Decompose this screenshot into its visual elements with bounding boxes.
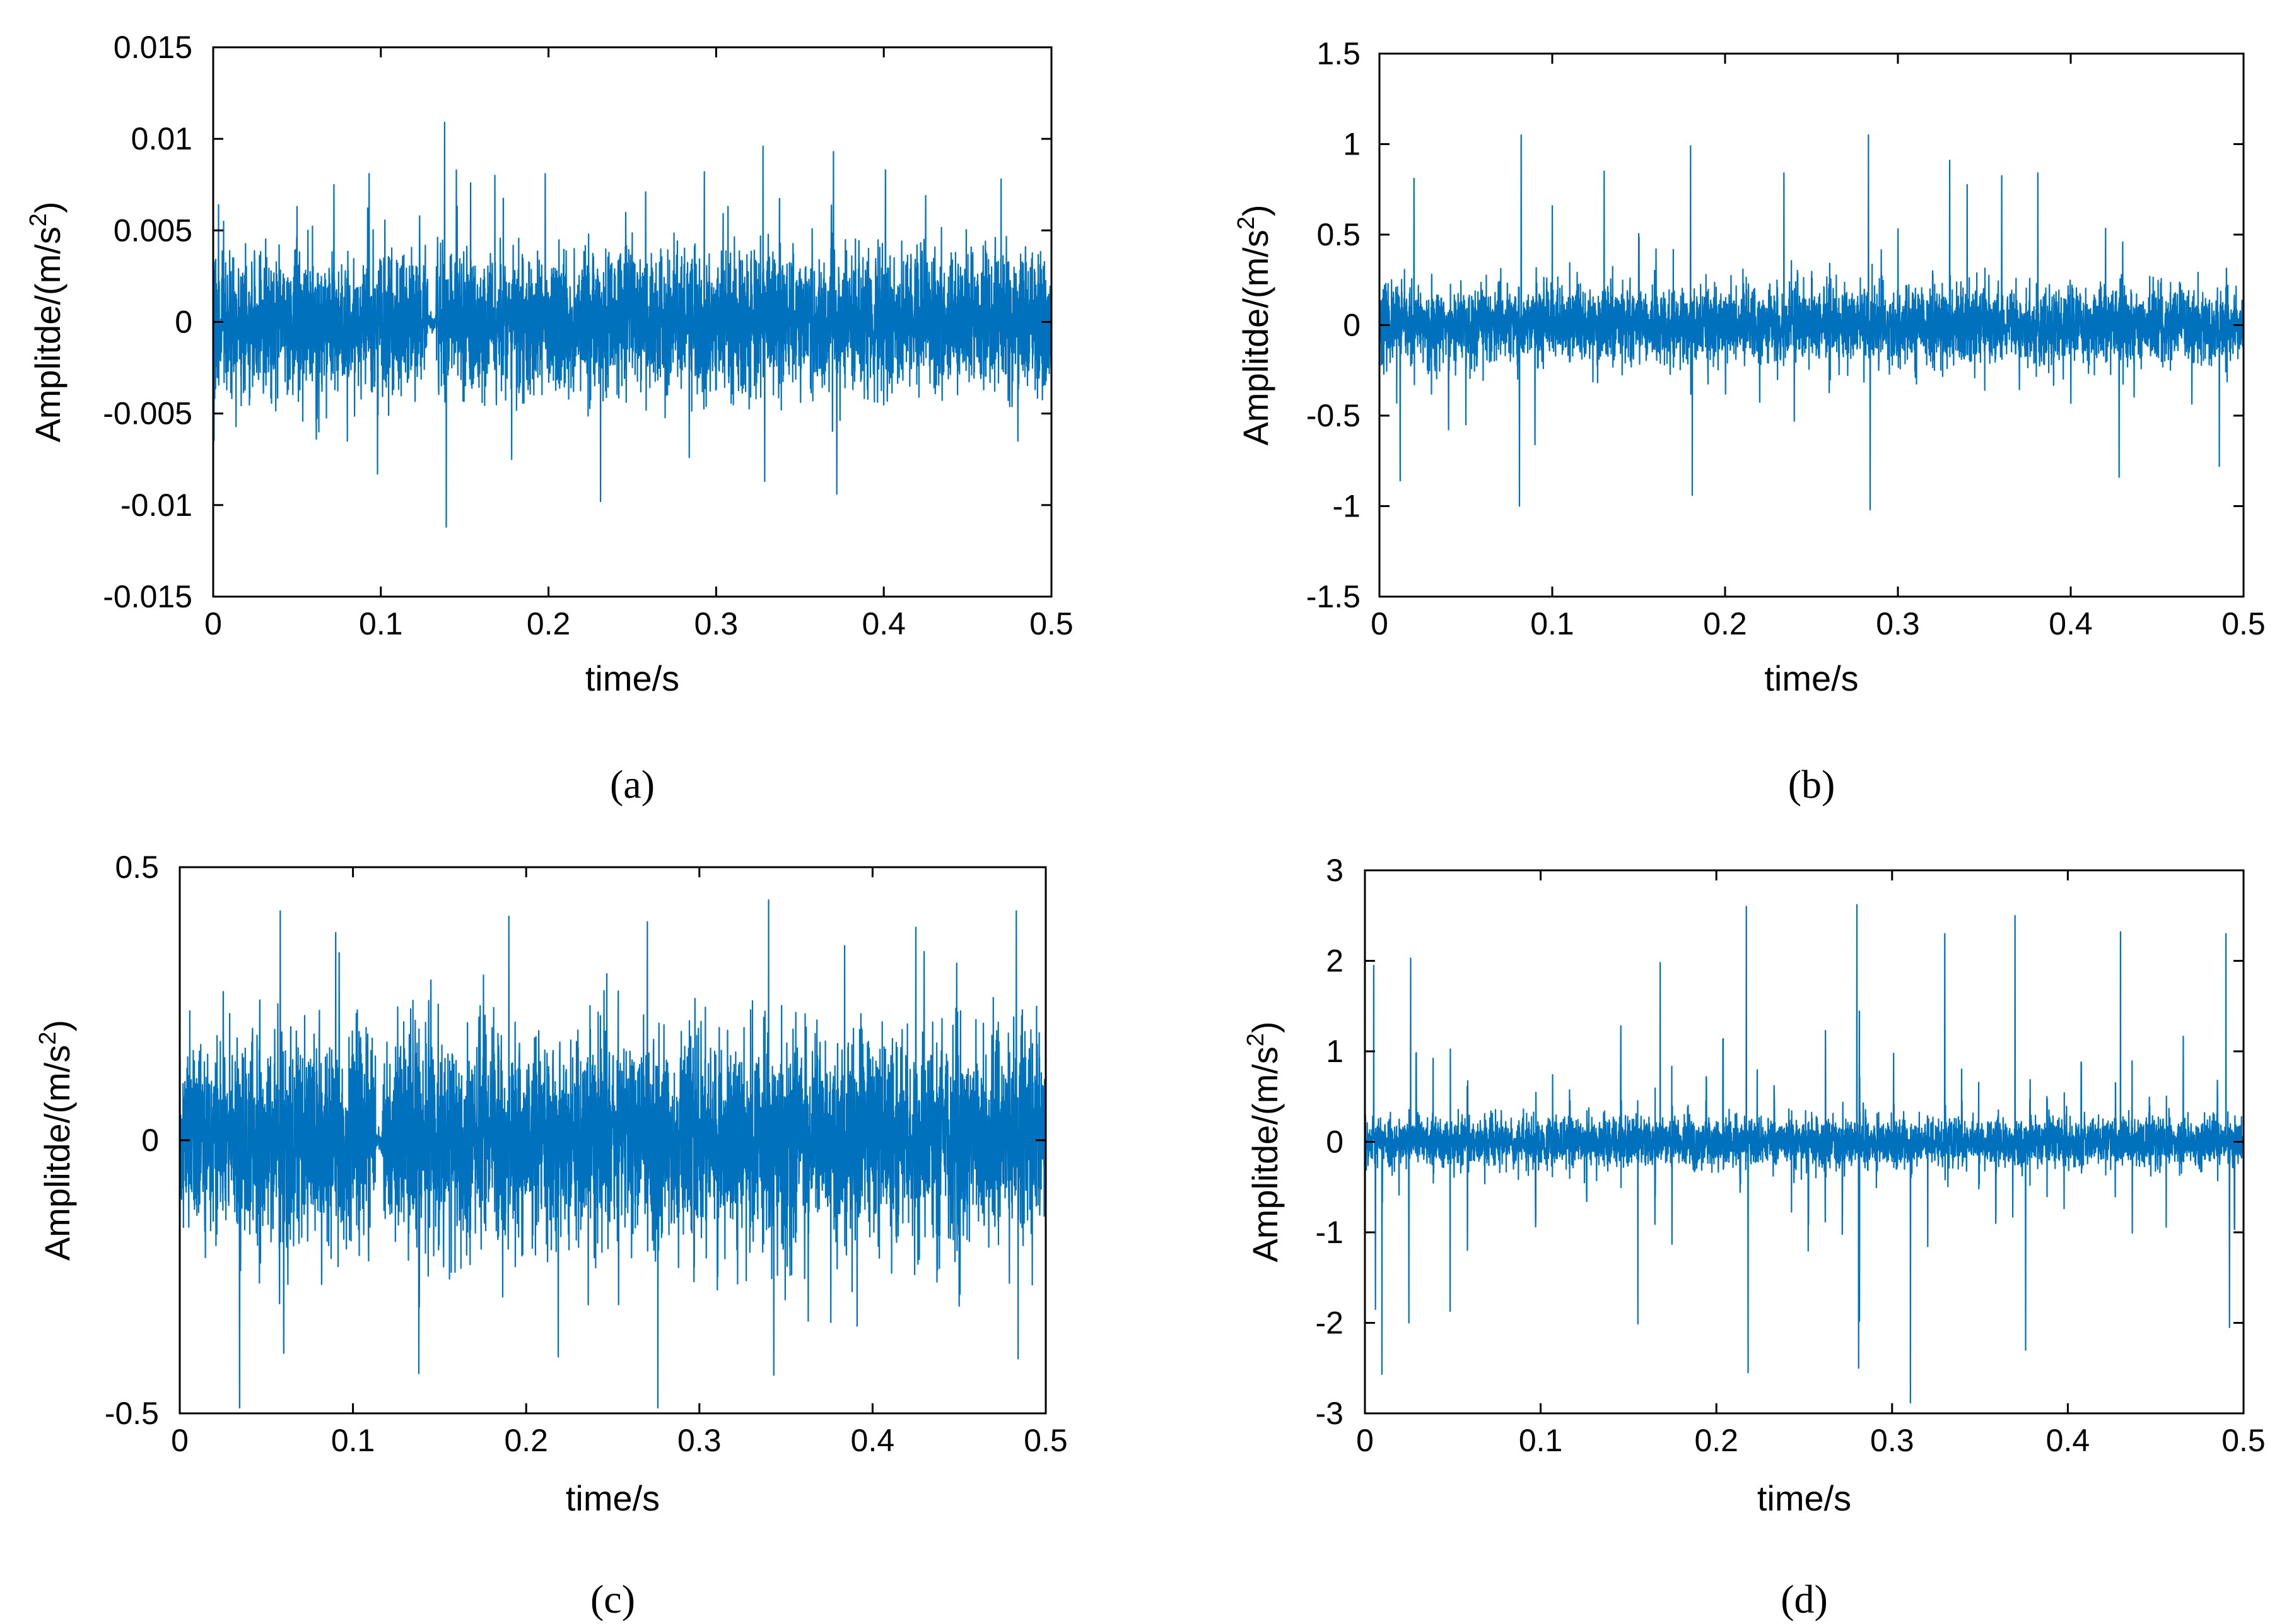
panel-a-ytick-label: -0.005 bbox=[103, 396, 192, 431]
panel-b-xtick-label: 0.5 bbox=[2221, 606, 2266, 641]
panel-d-ytick-label: 0 bbox=[1326, 1125, 1343, 1160]
panel-a-xtick-label: 0.5 bbox=[1029, 606, 1074, 641]
panel-a-xtick-label: 0.3 bbox=[694, 606, 739, 641]
panel-b-x-axis-label: time/s bbox=[1764, 658, 1858, 698]
panel-c-ytick-label: -0.5 bbox=[105, 1396, 159, 1431]
panel-d-xtick-label: 0.4 bbox=[2046, 1423, 2090, 1458]
panel-c-xtick-label: 0 bbox=[171, 1423, 189, 1458]
panel-c-xtick-label: 0.4 bbox=[851, 1423, 895, 1458]
panel-c-xtick-label: 0.3 bbox=[677, 1423, 722, 1458]
panel-d: 0 0.1 0.2 0.3 0.4 0.5 -3 -2 -1 0 1 2 3 time/s Amplit… bbox=[1243, 853, 2266, 1621]
panel-d-xtick-label: 0.2 bbox=[1694, 1423, 1738, 1458]
panel-a-xtick-label: 0.1 bbox=[359, 606, 403, 641]
panel-b-ticks: 0 0.1 0.2 0.3 0.4 0.5 -1.5 -1 -0.5 0 0.5 1 1.5 bbox=[1306, 36, 2266, 641]
panel-c-signal-trace bbox=[178, 899, 1047, 1409]
panel-a-xtick-label: 0.4 bbox=[862, 606, 906, 641]
panel-d-caption: (d) bbox=[1781, 1577, 1828, 1621]
panel-a-ytick-label: -0.015 bbox=[103, 579, 192, 614]
panel-b-caption: (b) bbox=[1788, 762, 1835, 807]
panel-a-ticks: 0 0.1 0.2 0.3 0.4 0.5 -0.015 -0.01 -0.005 0 0.005 0… bbox=[103, 30, 1074, 641]
panel-b-xtick-label: 0.3 bbox=[1876, 606, 1920, 641]
panel-b-xtick-label: 0.1 bbox=[1530, 606, 1574, 641]
panel-c-ytick-label: 0.5 bbox=[115, 850, 159, 885]
panel-c-caption: (c) bbox=[590, 1577, 635, 1621]
panel-d-xtick-label: 0.1 bbox=[1519, 1423, 1563, 1458]
panel-a-xtick-label: 0.2 bbox=[527, 606, 571, 641]
panel-b-ytick-label: -1 bbox=[1333, 489, 1361, 524]
panel-b-ytick-label: 1.5 bbox=[1316, 36, 1361, 71]
panel-d-xtick-label: 0 bbox=[1356, 1423, 1374, 1458]
panel-d-ytick-label: -1 bbox=[1316, 1215, 1343, 1250]
panel-a-xtick-label: 0 bbox=[204, 606, 222, 641]
panel-a-y-axis-label: Amplitde/(m/s2) bbox=[25, 201, 67, 442]
panel-d-ytick-label: 1 bbox=[1326, 1034, 1343, 1069]
panel-d-ticks: 0 0.1 0.2 0.3 0.4 0.5 -3 -2 -1 0 1 2 3 bbox=[1316, 853, 2266, 1458]
panel-a-signal bbox=[212, 121, 1053, 528]
panel-b-ytick-label: -1.5 bbox=[1306, 579, 1361, 614]
panel-a-ytick-label: 0.015 bbox=[114, 30, 192, 65]
panel-a-caption: (a) bbox=[610, 762, 655, 807]
panel-d-y-axis-label: Amplitde/(m/s2) bbox=[1243, 1021, 1285, 1262]
panel-b-xtick-label: 0 bbox=[1371, 606, 1388, 641]
panel-d-ytick-label: -3 bbox=[1316, 1396, 1343, 1431]
panel-c-xtick-label: 0.1 bbox=[331, 1423, 375, 1458]
panel-a-ytick-label: 0 bbox=[175, 305, 192, 340]
panel-d-ytick-label: 2 bbox=[1326, 943, 1343, 979]
panel-b-signal bbox=[1378, 134, 2245, 511]
panel-d-ytick-label: -2 bbox=[1316, 1306, 1343, 1341]
panel-c-signal bbox=[178, 899, 1047, 1409]
panel-b-ytick-label: 0 bbox=[1343, 308, 1361, 343]
panel-c-xtick-label: 0.2 bbox=[504, 1423, 548, 1458]
panel-a-ytick-label: 0.01 bbox=[131, 121, 192, 156]
panel-b-ytick-label: -0.5 bbox=[1306, 398, 1361, 433]
panel-d-signal bbox=[1364, 904, 2245, 1404]
panel-b-y-axis-label: Amplitde/(m/s2) bbox=[1233, 204, 1275, 445]
panel-b-xtick-label: 0.4 bbox=[2049, 606, 2093, 641]
panel-b-signal-trace bbox=[1378, 134, 2245, 511]
panel-c: 0 0.1 0.2 0.3 0.4 0.5 -0.5 0 0.5 time/s Amplitde… bbox=[35, 850, 1068, 1621]
panel-d-signal-trace bbox=[1364, 904, 2245, 1404]
panel-d-x-axis-label: time/s bbox=[1757, 1478, 1851, 1518]
panel-d-ytick-label: 3 bbox=[1326, 853, 1343, 888]
panel-b-ytick-label: 1 bbox=[1343, 127, 1361, 162]
panel-c-y-axis-label: Amplitde/(m/s2) bbox=[35, 1020, 77, 1261]
panel-c-xtick-label: 0.5 bbox=[1024, 1423, 1068, 1458]
panel-c-ticks: 0 0.1 0.2 0.3 0.4 0.5 -0.5 0 0.5 bbox=[105, 850, 1068, 1458]
panel-a-ytick-label: 0.005 bbox=[114, 213, 192, 248]
panel-c-x-axis-label: time/s bbox=[566, 1478, 660, 1518]
panel-b: 0 0.1 0.2 0.3 0.4 0.5 -1.5 -1 -0.5 0 0.5 1 1.5 time/… bbox=[1233, 36, 2266, 807]
panel-a: 0 0.1 0.2 0.3 0.4 0.5 -0.015 -0.01 -0.005 0 0.005 0… bbox=[25, 30, 1074, 807]
panel-b-xtick-label: 0.2 bbox=[1703, 606, 1747, 641]
panel-d-xtick-label: 0.3 bbox=[1870, 1423, 1914, 1458]
panel-d-xtick-label: 0.5 bbox=[2221, 1423, 2266, 1458]
panel-b-ytick-label: 0.5 bbox=[1316, 217, 1361, 252]
panel-a-x-axis-label: time/s bbox=[585, 658, 679, 698]
panel-a-signal-trace bbox=[212, 121, 1053, 528]
panel-a-ytick-label: -0.01 bbox=[120, 488, 192, 523]
panel-c-ytick-label: 0 bbox=[141, 1123, 159, 1158]
